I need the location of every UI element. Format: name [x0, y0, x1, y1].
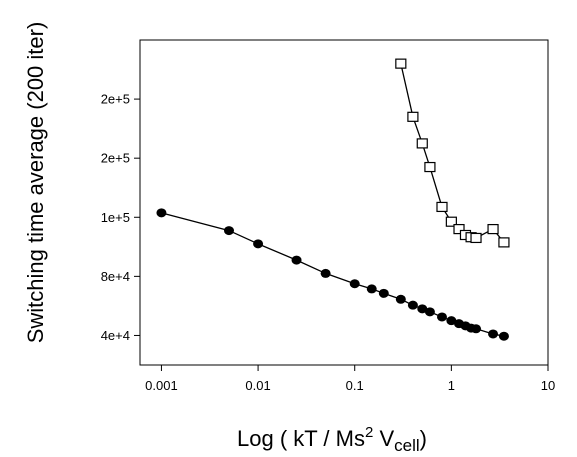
- data-point-square: [487, 223, 499, 235]
- y-tick-label: 2e+5: [101, 92, 130, 107]
- x-axis-title-main: Log ( kT / Ms: [237, 426, 365, 451]
- y-axis-ticks: 4e+4 8e+4 1e+5 2e+5 2e+5: [101, 92, 140, 343]
- y-axis-title: Switching time average (200 iter): [23, 22, 48, 344]
- data-point-circle: [424, 307, 435, 317]
- x-axis-title: Log ( kT / Ms2 Vcell): [237, 424, 427, 455]
- data-point-square: [407, 111, 419, 122]
- data-point-square: [453, 223, 465, 235]
- data-point-circle: [253, 239, 264, 249]
- data-point-circle: [436, 312, 447, 322]
- data-point-square: [424, 161, 436, 173]
- data-point-circle: [446, 316, 457, 326]
- y-tick-label: 2e+5: [101, 151, 130, 166]
- data-point-circle: [417, 304, 428, 314]
- x-tick-label: 0.01: [245, 378, 270, 393]
- x-tick-label: 1: [448, 378, 455, 393]
- x-axis-title-sup: 2: [365, 424, 373, 441]
- plot-axes: [139, 39, 549, 366]
- series-2: [395, 58, 510, 248]
- data-point-circle: [349, 279, 360, 289]
- data-point-circle: [223, 226, 234, 236]
- series-line: [400, 63, 505, 243]
- series-1: [156, 208, 509, 341]
- data-point-square: [498, 237, 510, 248]
- data-point-square: [416, 138, 428, 149]
- data-point-circle: [366, 284, 377, 294]
- data-point-circle: [395, 294, 406, 304]
- y-tick-label: 4e+4: [101, 328, 130, 343]
- data-point-square: [436, 201, 448, 213]
- data-point-square: [470, 232, 482, 244]
- data-point-circle: [320, 268, 331, 278]
- data-point-square: [445, 216, 457, 227]
- x-axis-title-sub: cell: [394, 436, 420, 455]
- data-point-circle: [498, 331, 509, 341]
- x-tick-label: 10: [541, 378, 555, 393]
- data-point-circle: [291, 255, 302, 265]
- x-tick-label: 0.001: [145, 378, 178, 393]
- data-point-circle: [156, 208, 167, 218]
- data-point-circle: [488, 329, 499, 339]
- y-tick-label: 1e+5: [101, 210, 130, 225]
- x-axis-title-end: ): [420, 426, 427, 451]
- data-point-circle: [471, 324, 482, 334]
- data-point-circle: [378, 288, 389, 298]
- x-tick-label: 0.1: [346, 378, 364, 393]
- y-tick-label: 8e+4: [101, 269, 130, 284]
- data-series: [156, 58, 510, 341]
- data-point-circle: [407, 300, 418, 310]
- x-axis-title-mid: V: [373, 426, 394, 451]
- data-point-square: [395, 58, 407, 69]
- plot-frame: [139, 39, 549, 366]
- x-axis-ticks: 0.001 0.01 0.1 1 10: [145, 365, 555, 393]
